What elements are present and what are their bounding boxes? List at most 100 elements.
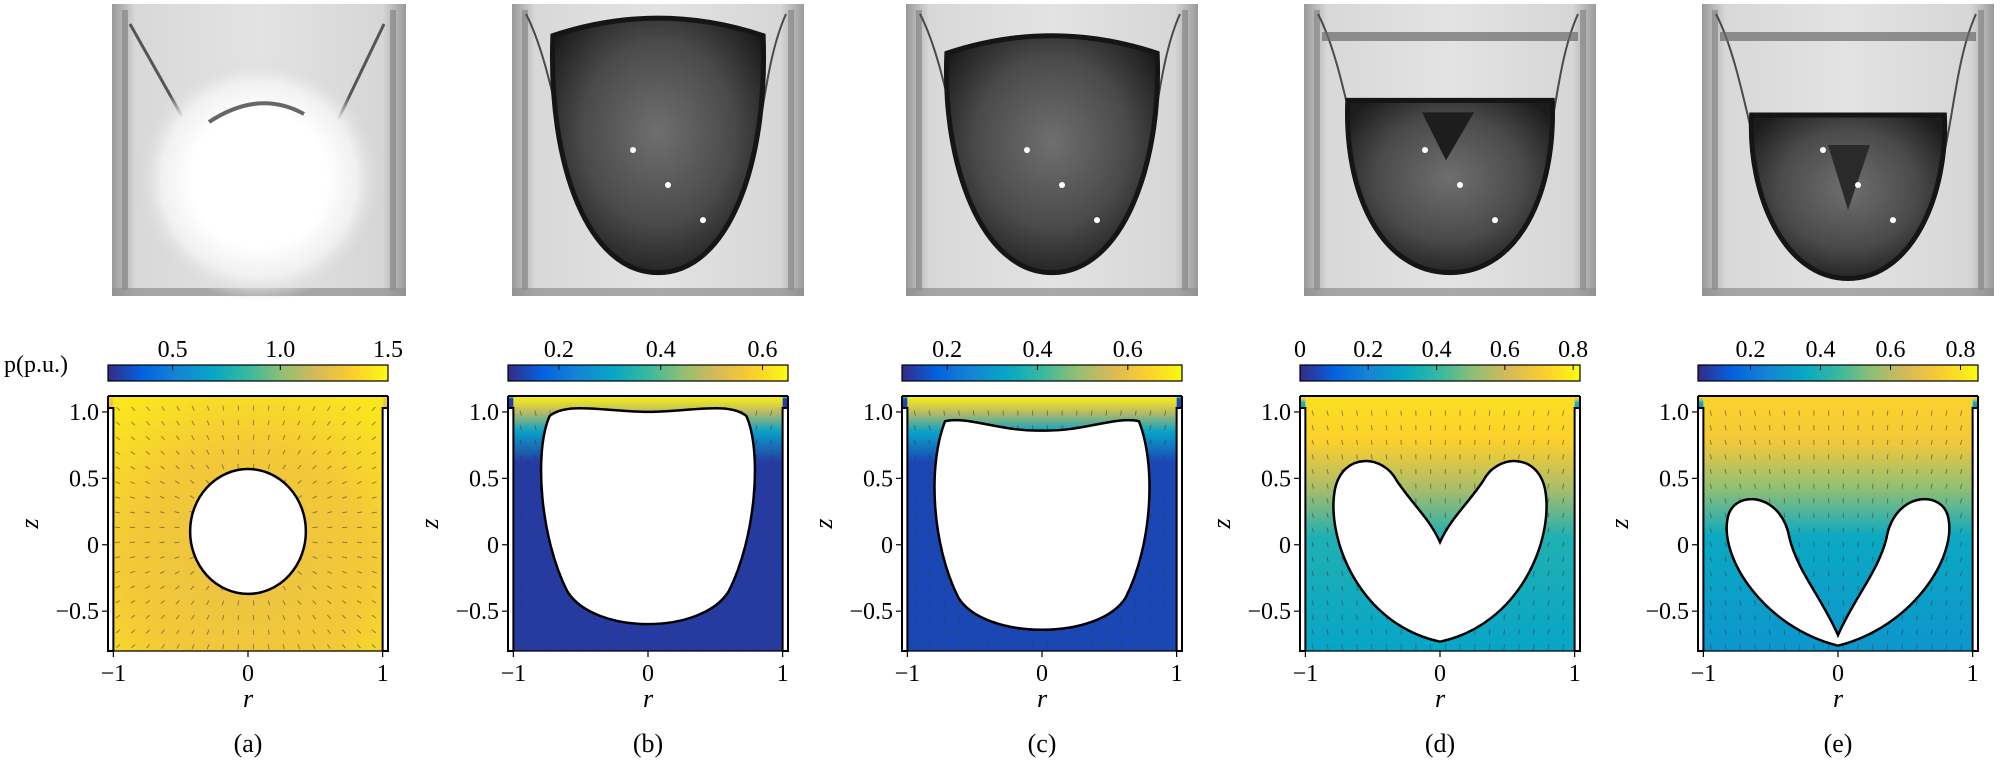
x-axis-label: r [643,684,654,713]
bubble-interface [933,418,1151,631]
velocity-arrow [206,629,210,635]
velocity-arrow [144,480,150,485]
velocity-arrow [755,410,758,416]
velocity-arrow [1960,556,1963,562]
velocity-arrow [1709,629,1712,635]
velocity-arrow [1930,468,1933,475]
velocity-arrow [1370,425,1373,431]
velocity-arrow [297,600,302,605]
velocity-arrow [312,420,316,426]
tube-rim [1720,32,1976,41]
experiment-photo [1702,4,1994,296]
velocity-arrow [1724,512,1727,519]
velocity-arrow [1385,644,1388,650]
velocity-arrow [1724,498,1727,504]
velocity-arrow [327,644,331,649]
velocity-arrow [519,468,522,475]
velocity-arrow [175,465,180,470]
velocity-arrow [1164,498,1167,504]
velocity-arrow [1164,425,1167,431]
velocity-arrow [1547,600,1550,606]
velocity-arrow [342,496,348,499]
velocity-arrow [1916,454,1918,460]
velocity-arrow [1311,468,1314,475]
y-tick-label: −0.5 [55,599,99,625]
velocity-arrow [1164,541,1167,548]
velocity-arrow [356,644,361,649]
velocity-arrow [1532,644,1535,650]
velocity-arrow [534,410,537,416]
velocity-arrow [519,410,522,416]
velocity-arrow [1960,498,1963,504]
velocity-arrow [267,600,271,606]
velocity-arrow [297,495,303,499]
tube-wall-right [390,10,396,290]
velocity-arrow [1945,615,1948,621]
panel-a: 0.5 1.0 1.5 p(p.u.) −1 0 1 1.0 0.5 0 −0.5 r z (a) [4,4,406,758]
velocity-arrow [1326,410,1329,416]
velocity-arrow [191,614,195,620]
velocity-arrow [1311,600,1314,606]
velocity-arrow [1901,483,1904,489]
velocity-arrow [1518,454,1520,460]
inlet-right [782,396,788,408]
velocity-arrow [1134,644,1137,650]
velocity-arrow [770,527,773,533]
velocity-arrow [564,629,566,635]
velocity-arrow [943,615,946,621]
velocity-arrow [1532,439,1535,445]
velocity-arrow [943,629,946,635]
velocity-arrow [1709,600,1712,606]
velocity-arrow [1945,454,1948,460]
velocity-arrow [327,495,333,499]
velocity-arrow [755,600,758,606]
velocity-arrow [755,454,758,460]
tube-right-wall [1175,396,1183,652]
velocity-arrow [519,454,522,460]
velocity-arrow [534,541,537,548]
velocity-arrow [1562,556,1565,562]
velocity-arrow [770,468,773,475]
velocity-arrow [1532,425,1535,431]
experiment-photo [906,4,1198,296]
velocity-arrow [1311,556,1314,562]
velocity-arrow [1768,615,1771,621]
velocity-arrow [129,541,135,544]
velocity-arrow [1945,439,1948,445]
velocity-arrow [327,511,333,514]
velocity-arrow [958,410,960,416]
velocity-arrow [1149,410,1152,416]
velocity-arrow [1547,454,1550,460]
panel-caption: (c) [1028,729,1057,758]
velocity-arrow [297,644,301,650]
velocity-arrow [371,629,377,634]
velocity-arrow [726,644,728,650]
x-tick-label: 1 [1171,661,1183,687]
velocity-arrow [222,644,225,650]
colorbar: 0.2 0.4 0.6 [901,337,1183,382]
velocity-arrow [356,600,362,604]
velocity-arrow [1149,512,1152,519]
velocity-arrow [519,541,522,548]
velocity-arrow [356,585,362,589]
velocity-arrow [1754,600,1756,606]
velocity-arrow [1930,585,1933,592]
velocity-arrow [1356,439,1358,445]
velocity-arrow [1385,425,1388,431]
velocity-arrow [160,614,165,620]
velocity-arrow [327,406,331,411]
velocity-arrow [159,556,165,559]
velocity-arrow [206,405,210,411]
velocity-arrow [282,464,286,470]
velocity-arrow [1326,483,1329,489]
bubble-silhouette [549,15,767,276]
y-tick-label: 1.0 [1261,400,1291,426]
velocity-arrow [145,629,151,634]
velocity-arrow [1532,585,1535,592]
velocity-arrow [1960,600,1963,606]
velocity-arrow [534,527,537,533]
velocity-arrow [115,511,121,514]
velocity-arrow [1134,615,1137,621]
velocity-arrow [282,644,285,650]
velocity-arrow [174,556,180,559]
